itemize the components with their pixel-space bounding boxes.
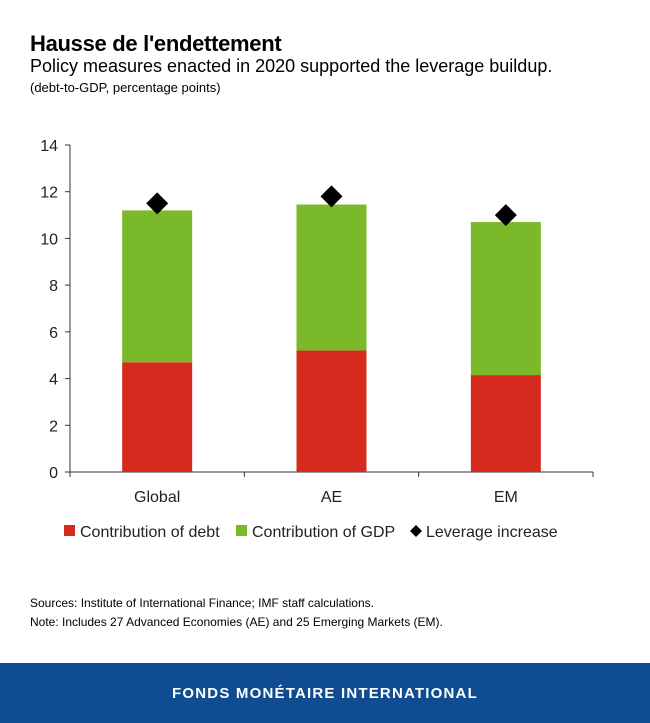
leverage-marker-ae xyxy=(320,185,343,208)
sources-text: Sources: Institute of International Fina… xyxy=(30,596,374,610)
chart-subtitle: Policy measures enacted in 2020 supporte… xyxy=(30,56,553,76)
legend-swatch xyxy=(236,525,247,536)
y-tick-label: 14 xyxy=(40,138,58,155)
bar-contribution-of-debt-global xyxy=(122,362,193,472)
bar-contribution-of-gdp-global xyxy=(122,210,193,363)
legend-label: Contribution of debt xyxy=(80,524,220,541)
y-tick-label: 10 xyxy=(40,231,58,248)
leverage-marker-em xyxy=(494,204,517,227)
bar-contribution-of-gdp-em xyxy=(470,222,541,376)
x-category-label: Global xyxy=(134,489,180,506)
legend-diamond-icon xyxy=(410,525,422,537)
note-text: Note: Includes 27 Advanced Economies (AE… xyxy=(30,615,443,629)
y-tick-label: 6 xyxy=(49,325,58,342)
bar-contribution-of-debt-em xyxy=(470,375,541,472)
y-tick-label: 12 xyxy=(40,185,58,202)
chart: 0 2 4 6 8 10 12 14 Global AE EM Contribution of de… xyxy=(40,138,594,541)
chart-title: Hausse de l'endettement xyxy=(30,31,282,56)
chart-units: (debt-to-GDP, percentage points) xyxy=(30,80,221,95)
footer-bar: FONDS MONÉTAIRE INTERNATIONAL xyxy=(0,663,650,723)
bar-contribution-of-debt-ae xyxy=(296,350,367,472)
y-tick-label: 8 xyxy=(49,278,58,295)
bar-contribution-of-gdp-ae xyxy=(296,204,367,351)
y-tick-label: 2 xyxy=(49,418,58,435)
leverage-marker-global xyxy=(146,192,169,215)
legend-label: Contribution of GDP xyxy=(252,524,395,541)
x-category-label: AE xyxy=(321,489,342,506)
footer-label: FONDS MONÉTAIRE INTERNATIONAL xyxy=(172,684,478,702)
x-category-label: EM xyxy=(494,489,518,506)
legend-label: Leverage increase xyxy=(426,524,558,541)
y-tick-label: 0 xyxy=(49,465,58,482)
legend-swatch xyxy=(64,525,75,536)
y-tick-label: 4 xyxy=(49,372,58,389)
